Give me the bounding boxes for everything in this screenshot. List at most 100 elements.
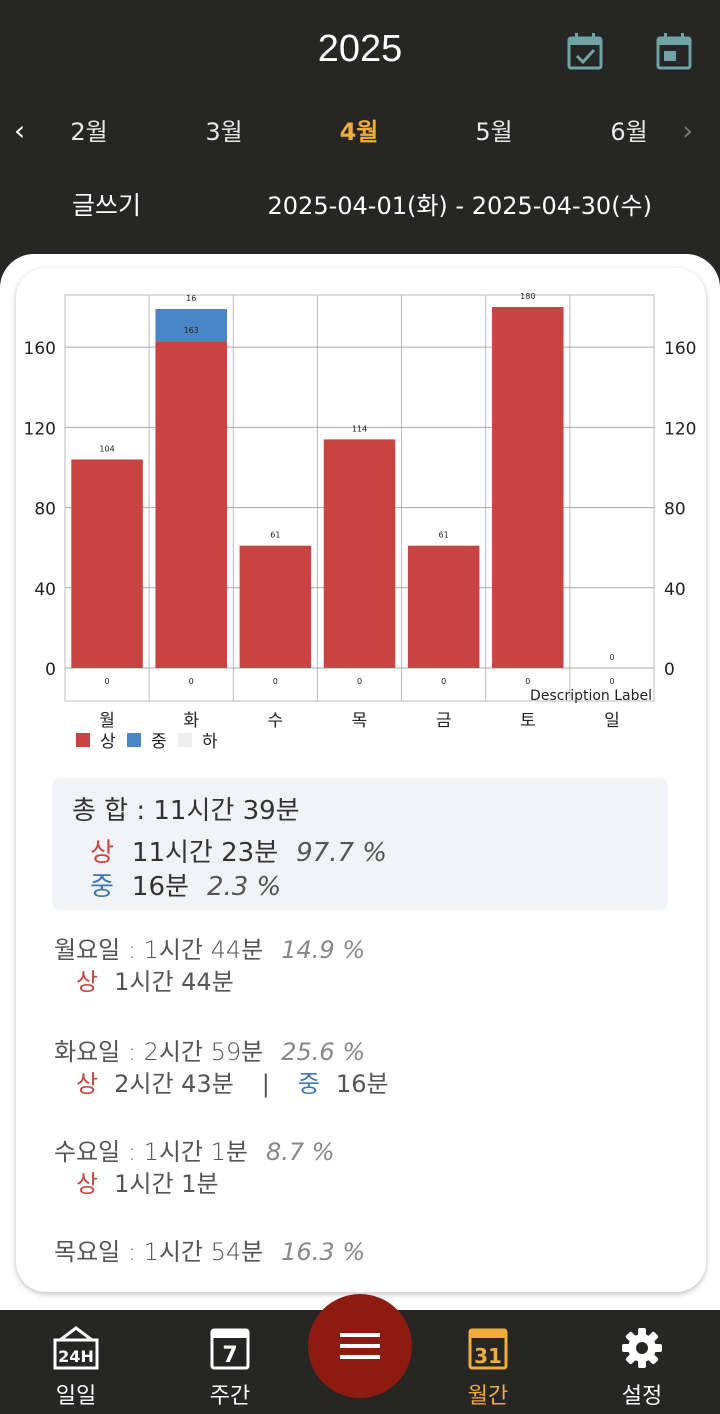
nav-daily[interactable]: 24H 일일 [26,1324,126,1410]
y-tick-label-right: 40 [664,580,686,600]
bar-high [492,307,564,668]
level-tag-high: 상 [76,968,99,996]
detail-time: 2시간 43분 [114,1070,234,1098]
day-title: 화요일 : 2시간 59분 25.6 % [54,1032,365,1067]
nav-label: 주간 [209,1384,251,1409]
month-tab[interactable]: 2월 [70,118,108,146]
bar-value-label: 180 [520,292,535,301]
bar-value-label: 16 [186,294,196,303]
nav-settings[interactable]: 설정 [592,1324,692,1410]
y-tick-label-left: 120 [24,419,56,439]
x-tick-label: 일 [604,711,620,731]
prev-month-icon[interactable]: ‹ [14,114,26,147]
legend-swatch [127,733,141,747]
summary-pct: 97.7 % [296,838,387,868]
total-label: 총 합 : 11시간 39분 [72,796,300,826]
menu-fab-button[interactable] [308,1294,412,1398]
y-tick-label-left: 160 [24,339,56,359]
chart-description: Description Label [530,688,652,704]
bar-value-label: 104 [99,444,114,453]
bar-value-label: 61 [439,531,449,540]
bar-zero-label: 0 [357,677,362,686]
x-tick-label: 목 [352,711,368,731]
y-tick-label-right: 160 [664,339,696,359]
summary-time: 16분 [131,872,189,902]
y-tick-label-left: 80 [34,500,56,520]
bar-zero-label: 0 [189,677,194,686]
bar-high [239,545,312,668]
y-tick-label-left: 40 [34,580,56,600]
bar-high [407,545,480,668]
day-pct: 14.9 % [281,936,366,964]
day-detail: 상 2시간 43분 | 중 16분 [76,1064,389,1099]
summary-pct: 2.3 % [206,872,282,902]
daily-badge: 24H [58,1347,94,1366]
nav-label: 일일 [55,1384,97,1409]
month-tab-active[interactable]: 4월 [339,118,379,146]
day-pct: 16.3 % [281,1238,366,1266]
bar-mid [155,309,227,342]
day-detail: 상 1시간 44분 [76,962,234,997]
nav-label: 월간 [467,1384,509,1409]
bar-high [323,439,396,668]
nav-weekly[interactable]: 7 주간 [180,1324,280,1410]
calendar-31-icon: 31 [468,1328,508,1370]
nav-monthly[interactable]: 31 월간 [438,1324,538,1410]
next-month-icon[interactable]: › [682,114,694,147]
day-pct: 8.7 % [266,1138,335,1166]
day-title: 월요일 : 1시간 44분 14.9 % [54,930,365,965]
bar-segment-label: 163 [184,326,199,335]
weekly-num: 7 [222,1343,237,1368]
day-detail: 상 1시간 1분 [76,1164,219,1199]
month-tab[interactable]: 3월 [205,118,243,146]
day-title: 목요일 : 1시간 54분 16.3 % [54,1232,365,1267]
day-title-text: 화요일 : 2시간 59분 [54,1038,264,1066]
summary-box: 총 합 : 11시간 39분 상 11시간 23분 97.7 % 중 16분 2.3 % [52,778,668,910]
menu-icon [340,1333,380,1359]
day-title-text: 목요일 : 1시간 54분 [54,1238,264,1266]
y-tick-label-right: 0 [664,660,675,680]
bar-zero-label: 0 [525,677,530,686]
subject-label[interactable]: 글쓰기 [72,191,142,220]
year-title[interactable]: 2025 [317,28,403,70]
month-selector: ‹ 2월 3월 4월 5월 6월 › [0,108,720,148]
bar-high [71,459,143,668]
level-tag-high: 상 [90,838,114,868]
monthly-num: 31 [474,1344,502,1368]
date-range: 2025-04-01(화) - 2025-04-30(수) [267,192,652,220]
bar-value-label: 0 [609,653,614,662]
detail-time: 1시간 1분 [114,1170,219,1198]
legend-swatch [178,733,192,747]
day-pct: 25.6 % [281,1038,366,1066]
summary-row: 상 11시간 23분 97.7 % [90,832,387,869]
calendar-check-icon[interactable] [567,32,603,70]
bar-value-label: 61 [270,531,280,540]
detail-time: 1시간 44분 [114,968,234,996]
y-tick-label-right: 80 [664,500,686,520]
detail-time: 16분 [335,1070,389,1098]
x-tick-label: 화 [183,711,199,731]
bar-zero-label: 0 [105,677,110,686]
month-tab[interactable]: 6월 [610,118,648,146]
legend-label: 중 [151,732,167,752]
legend-label: 상 [100,732,116,752]
level-tag-high: 상 [76,1070,99,1098]
gear-icon [622,1328,662,1368]
day-title-text: 수요일 : 1시간 1분 [54,1138,248,1166]
level-tag-mid: 중 [90,872,114,902]
month-tab[interactable]: 5월 [475,118,513,146]
bar-high [155,341,227,668]
summary-row: 중 16분 2.3 % [90,866,281,903]
day-title-text: 월요일 : 1시간 44분 [54,936,264,964]
x-tick-label: 월 [99,711,115,731]
day-title: 수요일 : 1시간 1분 8.7 % [54,1132,335,1167]
x-tick-label: 토 [520,711,536,731]
calendar-icon[interactable] [656,32,692,70]
bar-zero-label: 0 [609,677,614,686]
calendar-24h-icon: 24H [53,1326,99,1370]
bar-value-label: 114 [352,424,367,433]
separator: | [261,1070,270,1098]
y-tick-label-left: 0 [45,660,56,680]
nav-label: 설정 [621,1384,663,1409]
bar-zero-label: 0 [441,677,446,686]
